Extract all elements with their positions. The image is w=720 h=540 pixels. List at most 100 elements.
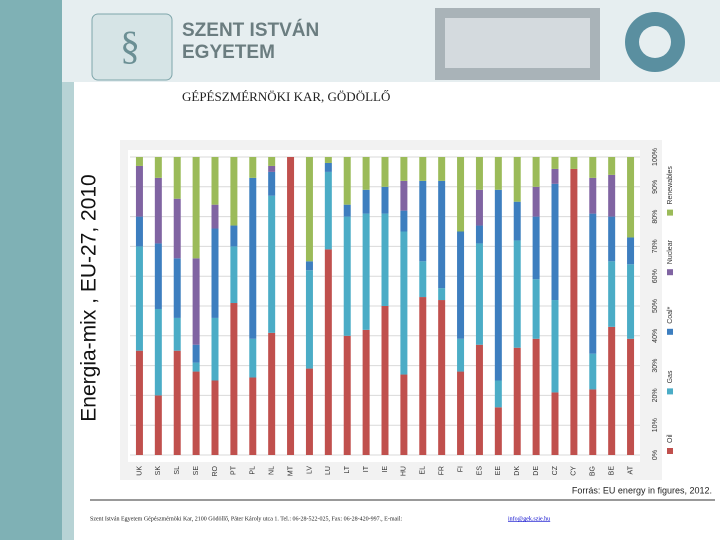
footer-address: Szent István Egyetem Gépészmérnöki Kar, … [90,516,402,522]
bar-segment [589,157,597,178]
bar-segment [192,344,200,363]
bar-segment [268,332,276,455]
bar-segment [438,288,446,301]
bar-segment [343,157,351,205]
bar-segment [230,157,238,226]
bar-segment [627,237,635,265]
bar-segment [381,213,389,306]
bar-segment [457,157,465,232]
bar-segment [305,261,313,271]
bar-segment [211,157,219,205]
bar-segment [532,157,540,187]
bar-segment [457,338,465,372]
bar-segment [589,177,597,214]
bar-segment [324,249,332,455]
bar-segment [268,165,276,172]
y-tick-label: 30% [652,359,659,373]
bar-segment [494,380,502,408]
bar-segment [532,186,540,217]
bar-segment [135,157,143,166]
bar-segment [551,183,559,301]
bar-segment [589,389,597,455]
logo [91,13,173,81]
bar-segment [532,279,540,339]
bar-segment [154,177,162,244]
bar-segment [513,240,521,348]
bar-segment [551,300,559,393]
bar-segment [154,395,162,455]
bar-segment [362,189,370,214]
x-tick-label: BG [590,466,597,476]
bar-segment [249,157,257,178]
x-tick-label: ES [476,466,483,476]
y-tick-label: 0% [652,450,659,460]
bar-segment [249,177,257,339]
x-tick-label: HU [401,466,408,476]
x-tick-label: DK [514,466,521,476]
bar-segment [362,329,370,455]
bar-segment [173,350,181,455]
x-tick-label: NL [269,466,276,475]
bar-segment [457,231,465,339]
x-tick-label: FI [457,466,464,472]
x-tick-label: FR [439,466,446,475]
building-facade [445,18,590,68]
bar-segment [173,198,181,259]
bar-segment [173,157,181,199]
x-tick-label: BE [609,466,616,476]
university-name: SZENT ISTVÁN [182,19,319,41]
x-tick-label: PL [250,466,257,475]
y-tick-label: 60% [652,269,659,283]
bar-segment [532,338,540,455]
legend-swatch [667,388,673,395]
bar-segment [589,353,597,390]
bar-segment [211,380,219,455]
bar-segment [211,228,219,318]
bar-segment [249,338,257,378]
legend-label: Coal* [667,306,674,323]
bar-segment [400,210,408,232]
footer-email[interactable]: info@gek.szie.hu [508,515,550,522]
bar-segment [211,204,219,229]
x-tick-label: AT [627,465,634,474]
bar-segment [627,338,635,455]
bar-segment [154,308,162,396]
bar-segment [381,157,389,187]
bar-segment [475,344,483,455]
bar-segment [135,246,143,351]
bar-segment [154,243,162,309]
side-strip-light [62,0,74,540]
x-tick-label: CZ [552,465,559,475]
bar-segment [268,195,276,333]
bar-segment [230,246,238,304]
bar-segment [513,201,521,241]
x-tick-label: MT [287,465,294,476]
bar-segment [438,300,446,455]
x-tick-label: LT [344,465,351,473]
bar-segment [343,216,351,336]
x-tick-label: EL [420,466,427,475]
bar-segment [551,157,559,169]
bar-segment [627,157,635,238]
bar-segment [513,347,521,455]
x-tick-label: CY [571,466,578,476]
y-tick-label: 10% [652,418,659,432]
bar-segment [419,157,427,181]
x-tick-label: IE [382,466,389,473]
bar-segment [135,165,143,217]
bar-segment [438,157,446,181]
bar-segment [608,261,616,327]
bar-segment [400,180,408,211]
x-tick-label: PT [231,465,238,475]
legend-swatch [667,448,673,454]
bar-segment [362,157,370,190]
x-tick-label: IT [363,465,370,472]
bar-segment [608,157,616,175]
bar-segment [400,231,408,375]
bar-segment [608,326,616,455]
bar-segment [608,216,616,262]
legend-swatch [667,328,673,335]
faculty: GÉPÉSZMÉRNÖKI KAR, GÖDÖLLŐ [182,89,390,104]
